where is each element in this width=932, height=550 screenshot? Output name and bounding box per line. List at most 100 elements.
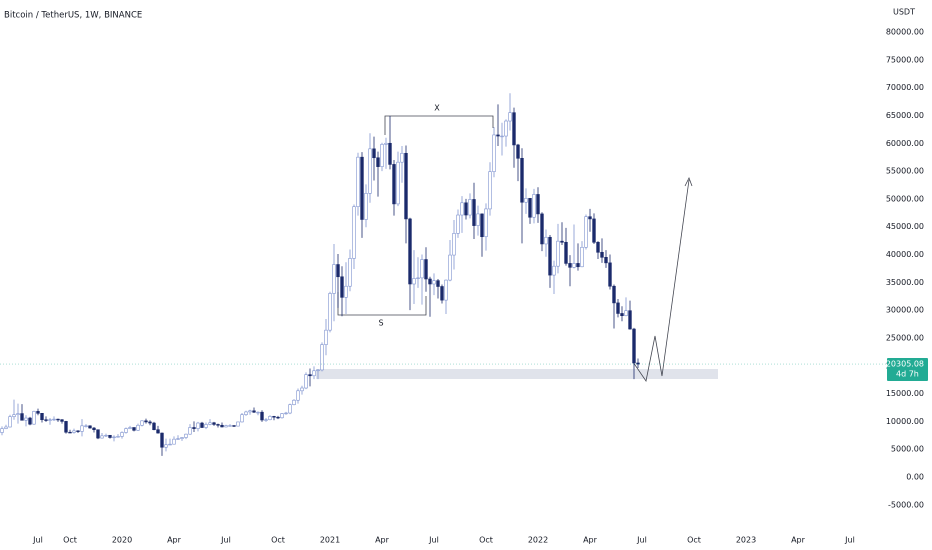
candle-body: [536, 194, 540, 215]
candle-body: [448, 254, 452, 281]
countdown-label: 4d 7h: [896, 370, 919, 379]
candle-body: [348, 258, 352, 287]
candle-body: [152, 422, 156, 431]
y-tick-label: 50000.00: [886, 194, 924, 203]
candle-body: [168, 443, 172, 446]
candle-body: [60, 419, 64, 422]
candle-body: [552, 265, 556, 276]
annotation: X: [434, 104, 440, 113]
candle-body: [36, 411, 40, 414]
candle-body: [4, 426, 8, 429]
candle-body: [124, 428, 128, 433]
candle-body: [24, 417, 28, 421]
annotation: S: [378, 319, 383, 328]
candle-body: [248, 410, 252, 413]
y-tick-label: 80000.00: [886, 28, 924, 37]
candle-body: [256, 411, 260, 414]
candle-body: [284, 412, 288, 415]
candle-body: [428, 278, 432, 285]
candle-body: [572, 263, 576, 268]
candle-body: [528, 198, 532, 218]
x-tick-label: Jul: [32, 536, 43, 545]
candle-body: [80, 425, 84, 432]
candle-body: [336, 264, 340, 278]
candle-body: [332, 264, 336, 294]
candle-body: [220, 424, 224, 428]
candle-body: [252, 410, 256, 413]
candle-body: [624, 310, 628, 316]
candle-body: [508, 112, 512, 122]
x-tick-label: Oct: [479, 536, 493, 545]
chart-title: Bitcoin / TetherUS, 1W, BINANCE: [4, 11, 142, 21]
y-tick-label: 45000.00: [886, 222, 924, 231]
candle-body: [128, 427, 132, 429]
currency-label: USDT: [893, 8, 915, 17]
candle-body: [236, 421, 240, 427]
candle-body: [188, 427, 192, 435]
candle-body: [492, 134, 496, 172]
x-tick-label: Jul: [428, 536, 439, 545]
candle-body: [432, 280, 436, 285]
x-tick-label: Apr: [375, 536, 390, 545]
candle-body: [464, 202, 468, 216]
candle-body: [356, 156, 360, 207]
candle-body: [392, 164, 396, 205]
candle-body: [548, 236, 552, 276]
candle-body: [104, 434, 108, 437]
candle-body: [208, 422, 212, 425]
candle-body: [516, 144, 520, 159]
candle-body: [260, 411, 264, 421]
candle-body: [192, 427, 196, 429]
x-tick-label: Jul: [844, 536, 855, 545]
candle-body: [52, 418, 56, 421]
candle-body: [568, 263, 572, 268]
last-price-box: [887, 358, 928, 382]
candle-body: [444, 279, 448, 301]
candle-body: [276, 416, 280, 419]
candle-body: [96, 429, 100, 439]
candle-body: [316, 369, 320, 372]
candle-body: [12, 414, 16, 417]
candle-body: [292, 399, 296, 405]
candle-body: [88, 425, 92, 429]
candle-body: [224, 425, 228, 428]
x-tick-label: Apr: [167, 536, 182, 545]
candle-body: [140, 420, 144, 426]
projection-path: [632, 179, 690, 383]
y-tick-label: 55000.00: [886, 167, 924, 176]
candle-body: [480, 213, 484, 238]
y-tick-label: 65000.00: [886, 111, 924, 120]
candle-body: [576, 263, 580, 268]
candle-body: [76, 430, 80, 432]
candle-body: [244, 411, 248, 416]
candle-body: [520, 157, 524, 203]
candle-body: [32, 411, 36, 425]
candle-body: [628, 310, 632, 330]
candle-body: [404, 152, 408, 220]
candle-body: [180, 437, 184, 439]
candle-body: [408, 218, 412, 285]
candle-body: [584, 216, 588, 248]
s-bracket: [337, 292, 427, 316]
y-tick-label: 0.00: [906, 472, 924, 481]
candle-body: [468, 199, 472, 216]
candle-body: [92, 427, 96, 431]
y-tick-label: 60000.00: [886, 139, 924, 148]
candle-body: [440, 286, 444, 301]
candle-body: [200, 422, 204, 428]
candle-body: [172, 438, 176, 445]
x-tick-label: Apr: [583, 536, 598, 545]
candle-body: [600, 251, 604, 258]
candle-body: [144, 420, 148, 423]
candle-body: [488, 171, 492, 210]
x-tick-label: 2020: [112, 536, 132, 545]
candle-body: [556, 240, 560, 267]
candle-body: [416, 277, 420, 279]
candle-body: [484, 208, 488, 238]
x-tick-label: Oct: [63, 536, 77, 545]
candle-body: [612, 285, 616, 304]
candle-body: [512, 112, 516, 146]
candle-body: [0, 428, 4, 433]
candle-body: [376, 157, 380, 167]
candle-body: [280, 413, 284, 419]
